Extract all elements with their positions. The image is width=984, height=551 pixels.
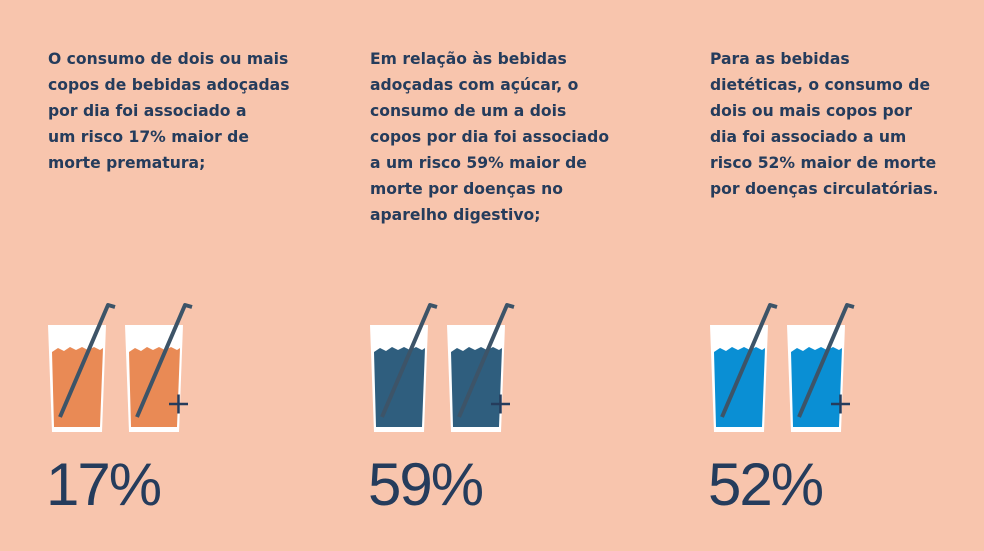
- stat-description: O consumo de dois ou mais copos de bebid…: [48, 50, 290, 172]
- glasses-illustration: [48, 300, 223, 435]
- straw-icon: [797, 303, 855, 418]
- stat-column-sweetened-premature-death: O consumo de dois ou mais copos de bebid…: [46, 0, 348, 551]
- drink-glass-icon: [48, 303, 116, 432]
- glasses-illustration: [370, 300, 545, 435]
- straw-icon: [380, 303, 438, 418]
- straw-icon: [457, 303, 515, 418]
- plus-icon: [491, 394, 510, 414]
- stat-percentage: 59%: [368, 451, 484, 518]
- drink-glass-icon: [787, 303, 855, 432]
- stat-percentage: 52%: [708, 451, 824, 518]
- drink-glass-icon: [370, 303, 438, 432]
- stat-percentage: 17%: [46, 451, 162, 518]
- stat-description: Em relação às bebidas adoçadas com açúca…: [370, 50, 610, 224]
- glasses-illustration: [710, 300, 885, 435]
- straw-icon: [720, 303, 778, 418]
- drink-glass-icon: [447, 303, 515, 432]
- straw-icon: [58, 303, 116, 418]
- stat-description: Para as bebidas dietéticas, o consumo de…: [710, 50, 939, 198]
- plus-icon: [169, 394, 188, 414]
- straw-icon: [135, 303, 193, 418]
- stat-column-diet-circulatory-death: Para as bebidas dietéticas, o consumo de…: [708, 0, 984, 551]
- plus-icon: [831, 394, 850, 414]
- drink-glass-icon: [710, 303, 778, 432]
- stat-column-sugar-digestive-death: Em relação às bebidas adoçadas com açúca…: [368, 0, 670, 551]
- drink-glass-icon: [125, 303, 193, 432]
